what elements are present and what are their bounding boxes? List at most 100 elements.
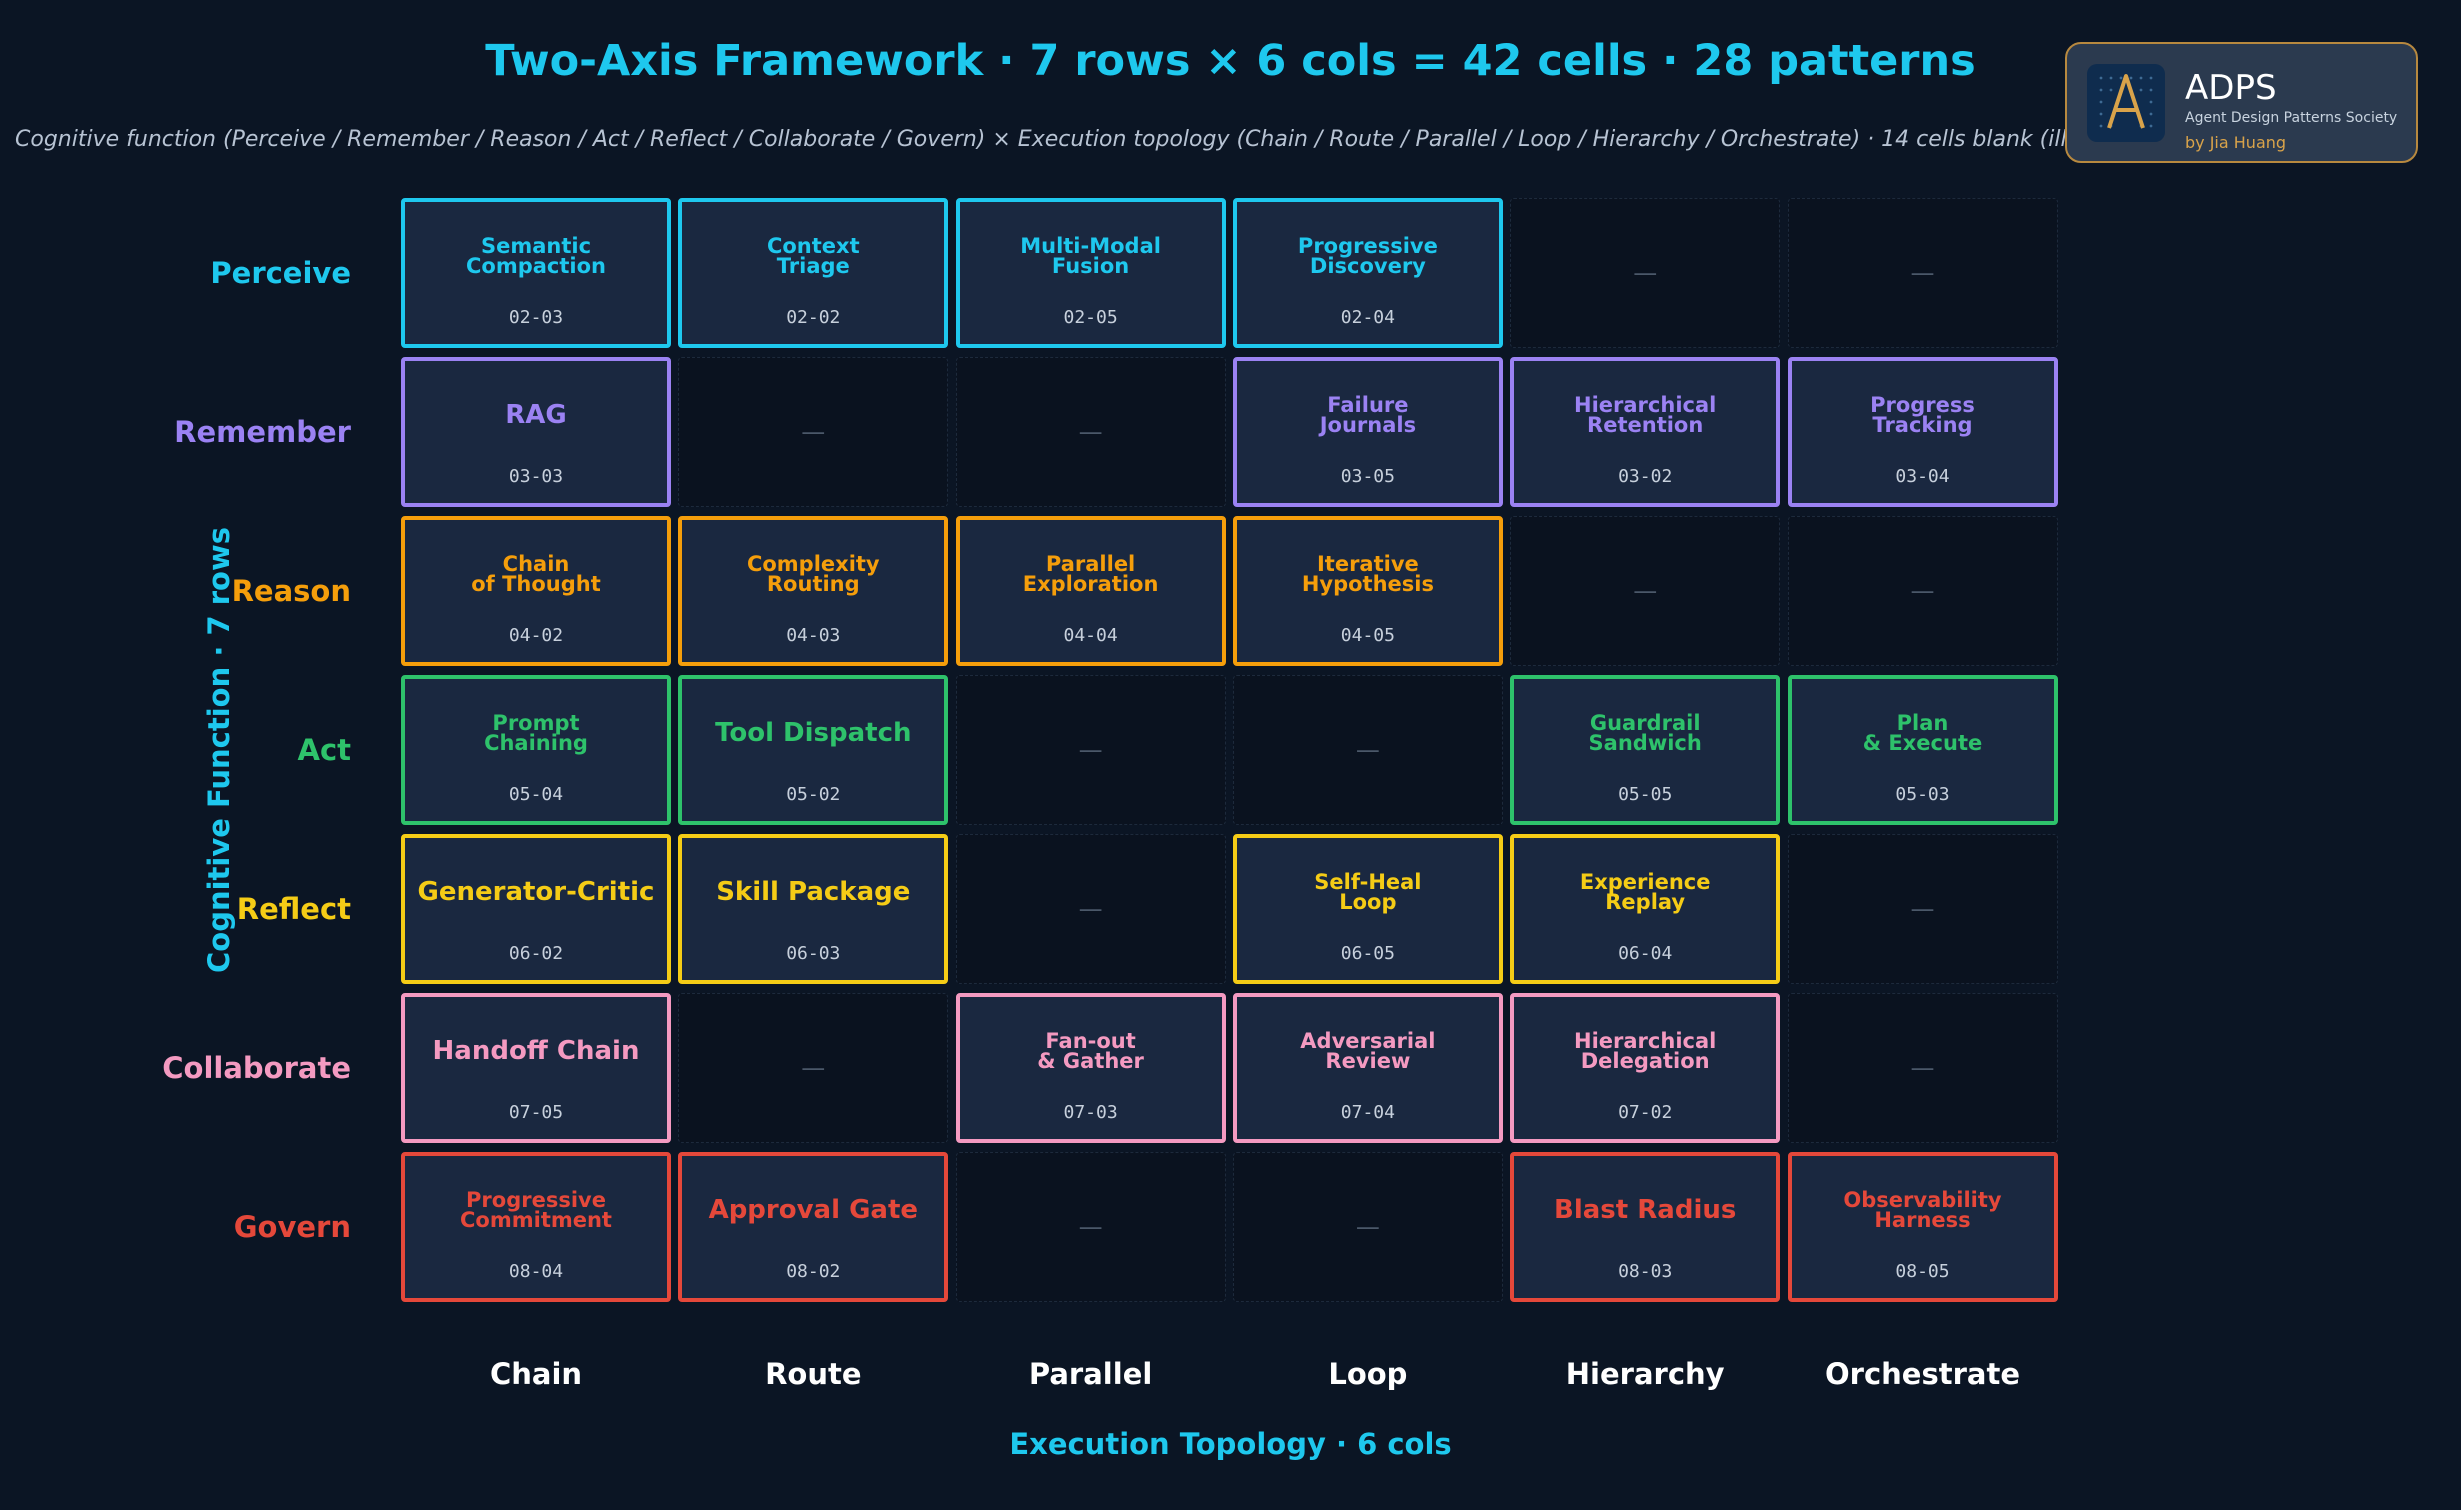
x-axis-label: Execution Topology · 6 cols [1009, 1427, 1452, 1461]
column-label-chain: Chain [489, 1357, 583, 1391]
pattern-name: Approval Gate [708, 1195, 919, 1225]
blank-cell: — [1787, 993, 2058, 1143]
pattern-code: 05-05 [1618, 784, 1673, 805]
blank-cell: — [955, 675, 1226, 825]
pattern-code: 04-02 [508, 625, 564, 646]
pattern-cell[interactable]: Self-Heal Loop 06-05 [1232, 834, 1503, 984]
pattern-cell[interactable]: Failure Journals 03-05 [1232, 357, 1503, 507]
blank-dash: — [1910, 577, 1935, 605]
pattern-cell[interactable]: Plan & Execute 05-03 [1787, 675, 2058, 825]
column-label-parallel: Parallel [1028, 1357, 1153, 1391]
row-label-reflect: Reflect [236, 892, 351, 926]
blank-cell: — [1232, 1152, 1503, 1302]
pattern-code: 07-02 [1618, 1102, 1673, 1123]
pattern-name: Fan-out & Gather [1037, 1029, 1144, 1073]
blank-dash: — [1355, 1213, 1380, 1241]
pattern-code: 03-05 [1340, 466, 1395, 487]
pattern-name: Blast Radius [1554, 1195, 1737, 1225]
pattern-code: 02-03 [508, 307, 564, 328]
blank-cell: — [678, 993, 949, 1143]
pattern-name: Complexity Routing [746, 552, 880, 596]
pattern-cell[interactable]: Generator-Critic 06-02 [401, 834, 671, 984]
pattern-name: Chain of Thought [471, 552, 601, 596]
pattern-cell[interactable]: Tool Dispatch 05-02 [678, 675, 949, 825]
blank-dash: — [1910, 259, 1935, 287]
pattern-cell[interactable]: Parallel Exploration 04-04 [955, 516, 1226, 666]
pattern-cell[interactable]: Progressive Discovery 02-04 [1232, 198, 1503, 348]
pattern-cell[interactable]: Skill Package 06-03 [678, 834, 949, 984]
pattern-cell[interactable]: Blast Radius 08-03 [1510, 1152, 1781, 1302]
blank-cell: — [1232, 675, 1503, 825]
pattern-cell[interactable]: Progress Tracking 03-04 [1787, 357, 2058, 507]
pattern-name: Progressive Discovery [1297, 234, 1438, 278]
blank-dash: — [1078, 1213, 1103, 1241]
pattern-code: 08-02 [786, 1261, 841, 1282]
row-label-govern: Govern [233, 1210, 351, 1244]
pattern-cell[interactable]: Complexity Routing 04-03 [678, 516, 949, 666]
pattern-code: 04-03 [786, 625, 841, 646]
pattern-cell[interactable]: Adversarial Review 07-04 [1232, 993, 1503, 1143]
blank-cell: — [1787, 834, 2058, 984]
blank-cell: — [955, 1152, 1226, 1302]
blank-dash: — [1910, 895, 1935, 923]
pattern-cell[interactable]: Iterative Hypothesis 04-05 [1232, 516, 1503, 666]
pattern-name: RAG [505, 400, 567, 430]
pattern-cell[interactable]: Context Triage 02-02 [678, 198, 949, 348]
pattern-name: Context Triage [766, 234, 860, 278]
pattern-cell[interactable]: Fan-out & Gather 07-03 [955, 993, 1226, 1143]
column-label-orchestrate: Orchestrate [1825, 1357, 2020, 1391]
row-label-perceive: Perceive [210, 256, 351, 290]
adps-logo: ADPS Agent Design Patterns Society by Ji… [2065, 42, 2418, 163]
blank-cell: — [1510, 198, 1781, 348]
pattern-cell[interactable]: Observability Harness 08-05 [1787, 1152, 2058, 1302]
pattern-name: Parallel Exploration [1022, 552, 1159, 596]
blank-dash: — [1078, 418, 1103, 446]
blank-dash: — [1355, 736, 1380, 764]
pattern-name: Experience Replay [1579, 870, 1711, 914]
pattern-code: 07-03 [1063, 1102, 1118, 1123]
pattern-cell[interactable]: Prompt Chaining 05-04 [401, 675, 671, 825]
pattern-cell[interactable]: Semantic Compaction 02-03 [401, 198, 671, 348]
pattern-code: 06-05 [1340, 943, 1395, 964]
pattern-cell[interactable]: Hierarchical Delegation 07-02 [1510, 993, 1781, 1143]
pattern-name: Guardrail Sandwich [1588, 711, 1702, 755]
row-label-reason: Reason [231, 574, 351, 608]
pattern-cell[interactable]: Multi-Modal Fusion 02-05 [955, 198, 1226, 348]
pattern-code: 04-05 [1340, 625, 1395, 646]
blank-cell: — [955, 357, 1226, 507]
column-label-hierarchy: Hierarchy [1565, 1357, 1725, 1391]
pattern-code: 02-05 [1063, 307, 1118, 328]
pattern-code: 05-04 [508, 784, 564, 805]
adps-logo-icon [2087, 64, 2165, 142]
pattern-cell[interactable]: Approval Gate 08-02 [678, 1152, 949, 1302]
pattern-cell[interactable]: Chain of Thought 04-02 [401, 516, 671, 666]
blank-cell: — [678, 357, 949, 507]
blank-dash: — [1910, 1054, 1935, 1082]
page-title: Two-Axis Framework · 7 rows × 6 cols = 4… [485, 36, 1976, 86]
pattern-code: 02-02 [786, 307, 841, 328]
pattern-cell[interactable]: Progressive Commitment 08-04 [401, 1152, 671, 1302]
blank-cell: — [1787, 516, 2058, 666]
row-label-collaborate: Collaborate [162, 1051, 351, 1085]
column-label-loop: Loop [1328, 1357, 1408, 1391]
pattern-code: 03-04 [1895, 466, 1950, 487]
pattern-cell[interactable]: RAG 03-03 [401, 357, 671, 507]
pattern-code: 08-05 [1895, 1261, 1950, 1282]
pattern-code: 07-04 [1340, 1102, 1395, 1123]
blank-cell: — [955, 834, 1226, 984]
pattern-name: Skill Package [716, 877, 911, 907]
pattern-name: Self-Heal Loop [1314, 870, 1422, 914]
row-label-remember: Remember [174, 415, 351, 449]
pattern-cell[interactable]: Experience Replay 06-04 [1510, 834, 1781, 984]
pattern-name: Handoff Chain [432, 1036, 640, 1066]
page-subtitle: Cognitive function (Perceive / Remember … [15, 127, 2383, 152]
pattern-cell[interactable]: Guardrail Sandwich 05-05 [1510, 675, 1781, 825]
pattern-code: 03-03 [508, 466, 564, 487]
blank-dash: — [1633, 259, 1658, 287]
pattern-code: 08-04 [508, 1261, 564, 1282]
column-label-route: Route [765, 1357, 862, 1391]
pattern-cell[interactable]: Handoff Chain 07-05 [401, 993, 671, 1143]
pattern-name: Hierarchical Retention [1574, 393, 1717, 437]
pattern-cell[interactable]: Hierarchical Retention 03-02 [1510, 357, 1781, 507]
pattern-code: 05-02 [786, 784, 841, 805]
